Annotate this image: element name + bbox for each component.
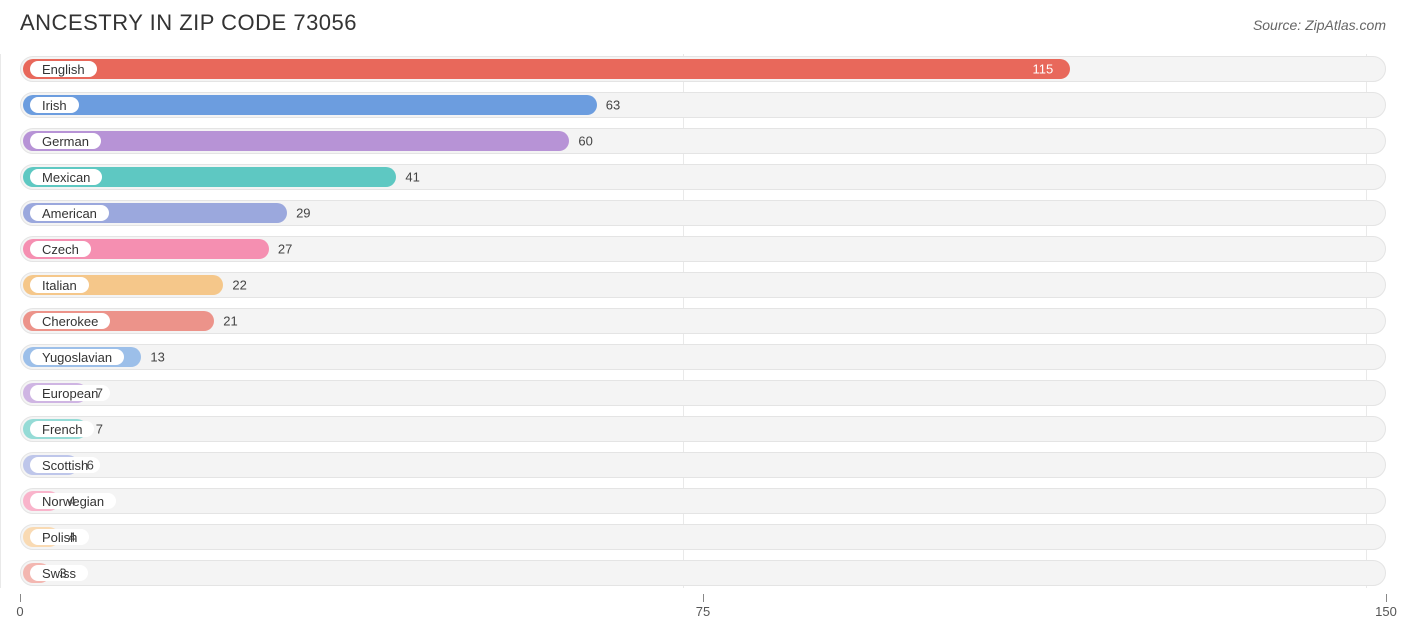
bar-row: Scottish6: [20, 450, 1386, 480]
bar-value-label: 63: [606, 98, 620, 113]
bar-row: Norwegian4: [20, 486, 1386, 516]
bar-category-pill: German: [30, 133, 101, 149]
bar-row: French7: [20, 414, 1386, 444]
bar-value-label: 7: [96, 422, 103, 437]
ancestry-bar-chart: English115Irish63German60Mexican41Americ…: [0, 54, 1406, 588]
gridline: [0, 54, 1, 588]
bar-row: Polish4: [20, 522, 1386, 552]
bar-category-pill: Italian: [30, 277, 89, 293]
bar-value-label: 6: [87, 458, 94, 473]
bar-row: German 60: [20, 126, 1386, 156]
bar-value-label: 7: [96, 386, 103, 401]
bar-track: [20, 560, 1386, 586]
bar-category-pill: French: [30, 421, 94, 437]
bar-row: Italian 22: [20, 270, 1386, 300]
bar-value-label: 41: [405, 170, 419, 185]
bar-row: English 115: [20, 54, 1386, 84]
bar-track: [20, 272, 1386, 298]
bar-value-label: 60: [578, 134, 592, 149]
bar-value-label: 4: [68, 494, 75, 509]
bar-category-pill: American: [30, 205, 109, 221]
bar-value-label: 115: [1033, 62, 1054, 77]
bar-row: Mexican 41: [20, 162, 1386, 192]
axis-tick: [20, 594, 21, 602]
bar-value-label: 27: [278, 242, 292, 257]
bar-track: [20, 416, 1386, 442]
bar-row: Czech 27: [20, 234, 1386, 264]
x-axis: 075150: [20, 594, 1386, 624]
bar-fill: [23, 131, 569, 151]
bar-row: American 29: [20, 198, 1386, 228]
chart-source: Source: ZipAtlas.com: [1253, 17, 1386, 33]
bar-track: [20, 488, 1386, 514]
axis-tick-label: 0: [16, 604, 23, 619]
bar-value-label: 29: [296, 206, 310, 221]
bar-category-pill: Polish: [30, 529, 89, 545]
bar-category-pill: English: [30, 61, 97, 77]
chart-title: ANCESTRY IN ZIP CODE 73056: [20, 10, 357, 36]
bar-value-label: 21: [223, 314, 237, 329]
bar-row: European7: [20, 378, 1386, 408]
bar-fill: [23, 59, 1070, 79]
bar-category-pill: Irish: [30, 97, 79, 113]
axis-tick: [703, 594, 704, 602]
bar-category-pill: Czech: [30, 241, 91, 257]
bar-row: Swiss3: [20, 558, 1386, 588]
bar-value-label: 3: [59, 566, 66, 581]
axis-tick-label: 150: [1375, 604, 1397, 619]
bar-value-label: 4: [68, 530, 75, 545]
chart-header: ANCESTRY IN ZIP CODE 73056 Source: ZipAt…: [0, 0, 1406, 54]
bar-category-pill: Mexican: [30, 169, 102, 185]
axis-tick-label: 75: [696, 604, 710, 619]
bar-row: Cherokee 21: [20, 306, 1386, 336]
chart-rows: English115Irish63German60Mexican41Americ…: [20, 54, 1386, 588]
bar-value-label: 22: [232, 278, 246, 293]
bar-track: [20, 344, 1386, 370]
bar-track: [20, 452, 1386, 478]
bar-fill: [23, 95, 597, 115]
axis-tick: [1386, 594, 1387, 602]
bar-row: Irish 63: [20, 90, 1386, 120]
bar-value-label: 13: [150, 350, 164, 365]
bar-category-pill: Yugoslavian: [30, 349, 124, 365]
bar-row: Yugoslavian 13: [20, 342, 1386, 372]
bar-category-pill: Cherokee: [30, 313, 110, 329]
bar-track: [20, 524, 1386, 550]
bar-track: [20, 380, 1386, 406]
